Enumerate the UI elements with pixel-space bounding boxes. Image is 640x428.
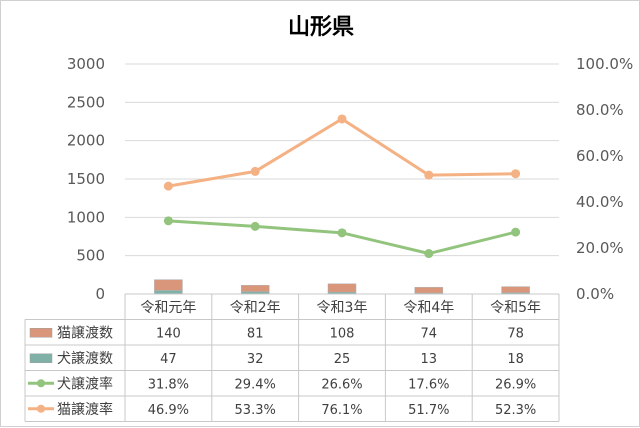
point-2-0 — [163, 216, 173, 226]
point-2-1 — [250, 221, 260, 231]
table-cell: 140 — [156, 326, 181, 341]
table-cell: 31.8% — [148, 377, 189, 392]
table-cell: 74 — [421, 326, 438, 341]
table-cell: 26.6% — [321, 377, 362, 392]
point-2-3 — [424, 249, 434, 259]
table-cell: 13 — [421, 352, 438, 367]
point-3-3 — [424, 170, 434, 180]
bar-0-3 — [414, 287, 444, 294]
legend-key-marker-2 — [37, 379, 45, 388]
table-cell: 51.7% — [408, 403, 449, 418]
table-cell: 25 — [334, 352, 351, 367]
table-cell: 78 — [507, 326, 524, 341]
table-cell: 76.1% — [321, 403, 362, 418]
category-label: 令和元年 — [140, 300, 196, 316]
y-right-tick-label: 40.0% — [576, 193, 624, 211]
bar-0-1 — [240, 285, 270, 292]
table-cell: 53.3% — [235, 403, 276, 418]
y-left-tick-label: 0 — [95, 285, 105, 303]
y-left-tick-label: 2000 — [67, 132, 105, 150]
legend-label: 犬譲渡数 — [57, 351, 113, 367]
y-right-tick-label: 80.0% — [576, 101, 624, 119]
table-cell: 46.9% — [148, 403, 189, 418]
point-3-1 — [250, 166, 260, 176]
legend-key-marker-3 — [37, 404, 45, 413]
legend-key-1 — [29, 353, 53, 363]
y-left-tick-label: 500 — [76, 247, 105, 265]
bar-0-4 — [501, 286, 530, 293]
table-cell: 29.4% — [235, 377, 276, 392]
table-cell: 52.3% — [495, 403, 536, 418]
category-label: 令和4年 — [403, 300, 454, 316]
y-left-tick-label: 1500 — [67, 170, 105, 188]
bar-0-2 — [327, 283, 357, 293]
y-right-tick-label: 100.0% — [576, 55, 633, 73]
y-right-tick-label: 20.0% — [576, 239, 624, 257]
point-3-4 — [511, 169, 521, 179]
y-right-tick-label: 0.0% — [576, 285, 614, 303]
table-cell: 17.6% — [408, 377, 449, 392]
table-cell: 18 — [507, 352, 524, 367]
legend-key-0 — [29, 328, 53, 338]
category-label: 令和2年 — [230, 300, 281, 316]
category-label: 令和5年 — [490, 300, 541, 316]
bar-0-0 — [154, 279, 183, 291]
table-cell: 108 — [330, 326, 355, 341]
y-left-tick-label: 3000 — [67, 55, 105, 73]
table-cell: 26.9% — [495, 377, 536, 392]
legend-label: 犬譲渡率 — [57, 375, 113, 392]
chart-title: 山形県 — [288, 15, 354, 40]
point-3-0 — [163, 181, 173, 191]
category-label: 令和3年 — [317, 300, 368, 316]
bar-1-0 — [154, 290, 183, 295]
point-2-2 — [337, 228, 347, 238]
legend-label: 猫譲渡数 — [57, 325, 113, 341]
point-3-2 — [337, 114, 347, 124]
table-cell: 32 — [247, 352, 264, 367]
point-2-4 — [511, 227, 521, 237]
table-cell: 47 — [160, 352, 177, 367]
legend-label: 猫譲渡率 — [57, 401, 113, 418]
y-left-tick-label: 2500 — [67, 93, 105, 111]
y-left-tick-label: 1000 — [67, 208, 105, 226]
series-line-3 — [168, 117, 516, 188]
table-cell: 81 — [247, 326, 264, 341]
y-right-tick-label: 60.0% — [576, 147, 624, 165]
